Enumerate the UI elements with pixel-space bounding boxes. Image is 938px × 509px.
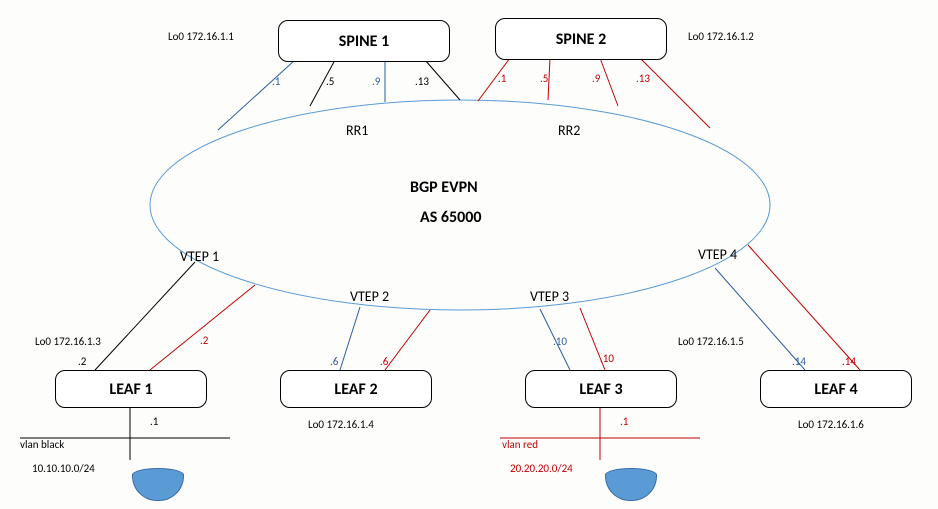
rr2-label: RR2 xyxy=(558,122,580,139)
vtep1-label: VTEP 1 xyxy=(180,248,219,265)
vlan-red-storage-icon xyxy=(605,468,655,500)
vlan-black-storage-icon xyxy=(132,468,182,500)
core-as: AS 65000 xyxy=(420,208,481,227)
rr1-label: RR1 xyxy=(346,122,368,139)
vtep3-label: VTEP 3 xyxy=(530,288,569,305)
network-lines xyxy=(0,0,938,509)
spine1-node: SPINE 1 xyxy=(278,20,450,62)
vtep4-label: VTEP 4 xyxy=(698,246,737,263)
leaf2-node: LEAF 2 xyxy=(280,370,432,408)
leaf1-node: LEAF 1 xyxy=(55,370,207,408)
leaf3-node: LEAF 3 xyxy=(525,370,677,408)
vtep2-label: VTEP 2 xyxy=(350,288,389,305)
core-title: BGP EVPN xyxy=(410,178,478,197)
leaf4-node: LEAF 4 xyxy=(760,370,912,408)
spine2-node: SPINE 2 xyxy=(495,18,667,60)
